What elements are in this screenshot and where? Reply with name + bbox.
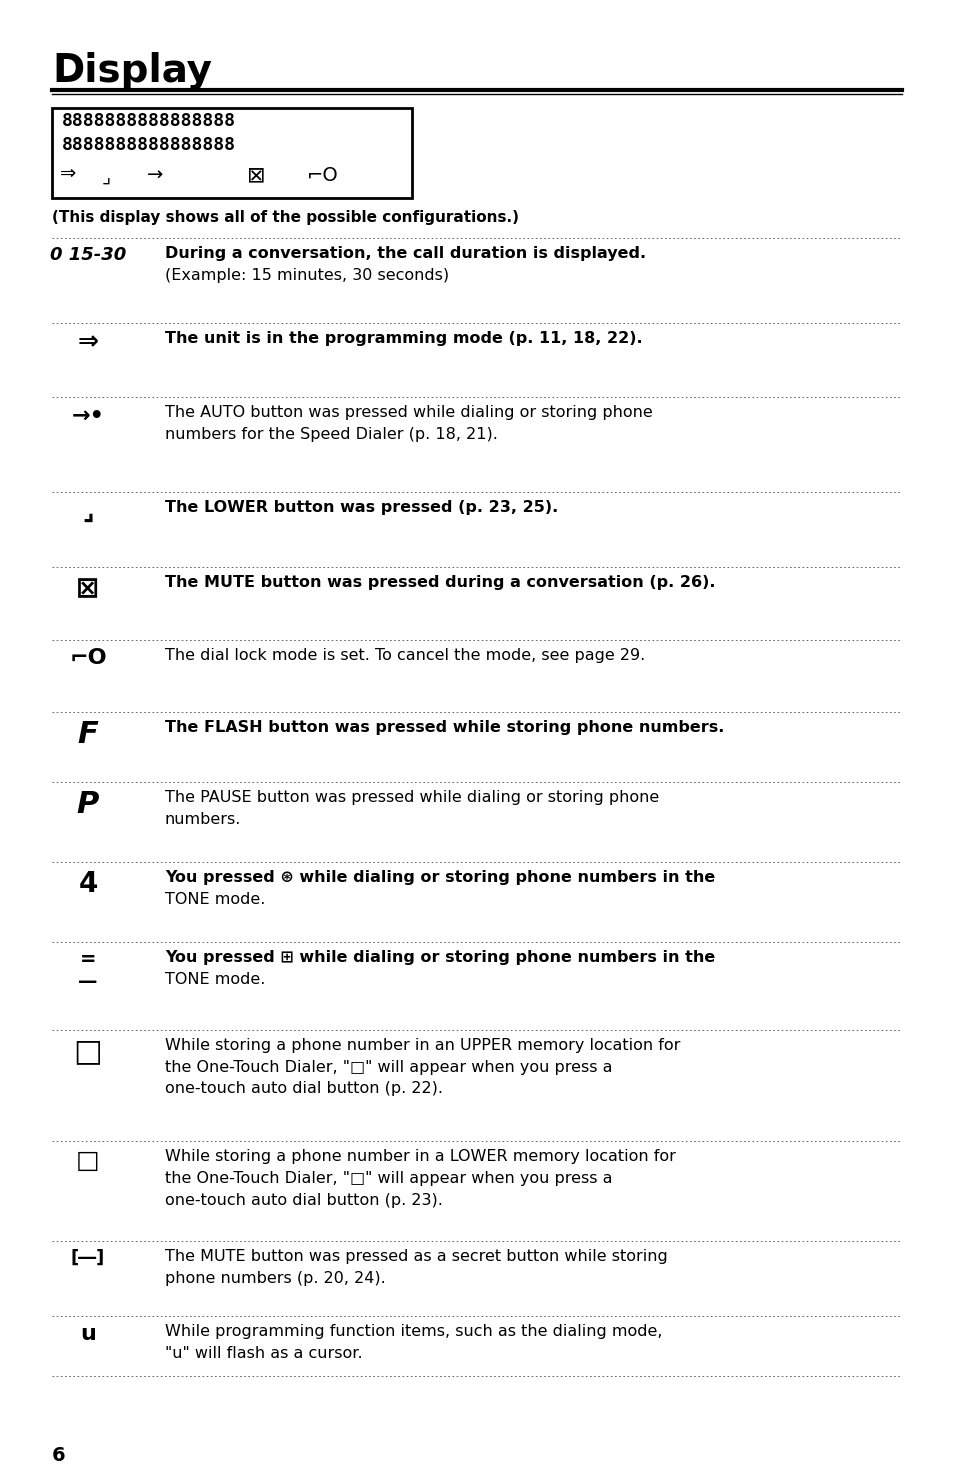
Text: The dial lock mode is set. To cancel the mode, see page 29.: The dial lock mode is set. To cancel the… bbox=[165, 648, 644, 663]
Text: ⇒: ⇒ bbox=[60, 163, 76, 182]
Text: =
—: = — bbox=[78, 950, 97, 991]
Text: TONE mode.: TONE mode. bbox=[165, 972, 265, 986]
Text: u: u bbox=[80, 1324, 96, 1344]
Text: During a conversation, the call duration is displayed.: During a conversation, the call duration… bbox=[165, 245, 645, 260]
Text: phone numbers (p. 20, 24).: phone numbers (p. 20, 24). bbox=[165, 1272, 385, 1286]
Text: The LOWER button was pressed (p. 23, 25).: The LOWER button was pressed (p. 23, 25)… bbox=[165, 500, 558, 516]
Text: You pressed ⊞ while dialing or storing phone numbers in the: You pressed ⊞ while dialing or storing p… bbox=[165, 950, 715, 964]
Text: one-touch auto dial button (p. 23).: one-touch auto dial button (p. 23). bbox=[165, 1194, 442, 1208]
Text: 8888888888888888: 8888888888888888 bbox=[62, 112, 235, 129]
Text: □: □ bbox=[76, 1150, 100, 1173]
Text: one-touch auto dial button (p. 22).: one-touch auto dial button (p. 22). bbox=[165, 1082, 442, 1097]
Text: "u" will flash as a cursor.: "u" will flash as a cursor. bbox=[165, 1347, 362, 1361]
Text: The MUTE button was pressed during a conversation (p. 26).: The MUTE button was pressed during a con… bbox=[165, 575, 715, 589]
Text: [―]: [―] bbox=[71, 1250, 105, 1267]
Text: the One-Touch Dialer, "□" will appear when you press a: the One-Touch Dialer, "□" will appear wh… bbox=[165, 1172, 612, 1186]
Text: Display: Display bbox=[52, 51, 212, 90]
Text: While storing a phone number in a LOWER memory location for: While storing a phone number in a LOWER … bbox=[165, 1150, 675, 1164]
Text: The AUTO button was pressed while dialing or storing phone: The AUTO button was pressed while dialin… bbox=[165, 406, 652, 420]
Text: ⌟: ⌟ bbox=[102, 168, 111, 187]
Text: →: → bbox=[147, 166, 163, 185]
Text: The unit is in the programming mode (p. 11, 18, 22).: The unit is in the programming mode (p. … bbox=[165, 331, 642, 345]
Text: →•: →• bbox=[71, 406, 104, 425]
Text: F: F bbox=[77, 720, 98, 750]
Text: numbers for the Speed Dialer (p. 18, 21).: numbers for the Speed Dialer (p. 18, 21)… bbox=[165, 428, 497, 442]
Text: You pressed ⊛ while dialing or storing phone numbers in the: You pressed ⊛ while dialing or storing p… bbox=[165, 870, 715, 885]
FancyBboxPatch shape bbox=[52, 107, 412, 198]
Text: ⌐O: ⌐O bbox=[70, 648, 107, 667]
Text: 6: 6 bbox=[52, 1446, 66, 1466]
Text: ⊠: ⊠ bbox=[76, 575, 99, 603]
Text: TONE mode.: TONE mode. bbox=[165, 892, 265, 907]
Text: While storing a phone number in an UPPER memory location for: While storing a phone number in an UPPER… bbox=[165, 1038, 679, 1053]
Text: (This display shows all of the possible configurations.): (This display shows all of the possible … bbox=[52, 210, 518, 225]
Text: 4: 4 bbox=[78, 870, 97, 898]
Text: ⌟: ⌟ bbox=[82, 500, 93, 525]
Text: the One-Touch Dialer, "□" will appear when you press a: the One-Touch Dialer, "□" will appear wh… bbox=[165, 1060, 612, 1075]
Text: While programming function items, such as the dialing mode,: While programming function items, such a… bbox=[165, 1324, 661, 1339]
Text: ⌐O: ⌐O bbox=[307, 166, 338, 185]
Text: P: P bbox=[77, 789, 99, 819]
Text: The MUTE button was pressed as a secret button while storing: The MUTE button was pressed as a secret … bbox=[165, 1250, 667, 1264]
Text: ⇒: ⇒ bbox=[77, 331, 98, 354]
Text: The PAUSE button was pressed while dialing or storing phone: The PAUSE button was pressed while diali… bbox=[165, 789, 659, 806]
Text: ⊠: ⊠ bbox=[247, 166, 265, 185]
Text: 8888888888888888: 8888888888888888 bbox=[62, 135, 235, 154]
Text: □: □ bbox=[73, 1038, 102, 1067]
Text: (Example: 15 minutes, 30 seconds): (Example: 15 minutes, 30 seconds) bbox=[165, 268, 449, 282]
Text: The FLASH button was pressed while storing phone numbers.: The FLASH button was pressed while stori… bbox=[165, 720, 723, 735]
Text: numbers.: numbers. bbox=[165, 811, 241, 826]
Text: 0 15-30: 0 15-30 bbox=[50, 245, 126, 263]
